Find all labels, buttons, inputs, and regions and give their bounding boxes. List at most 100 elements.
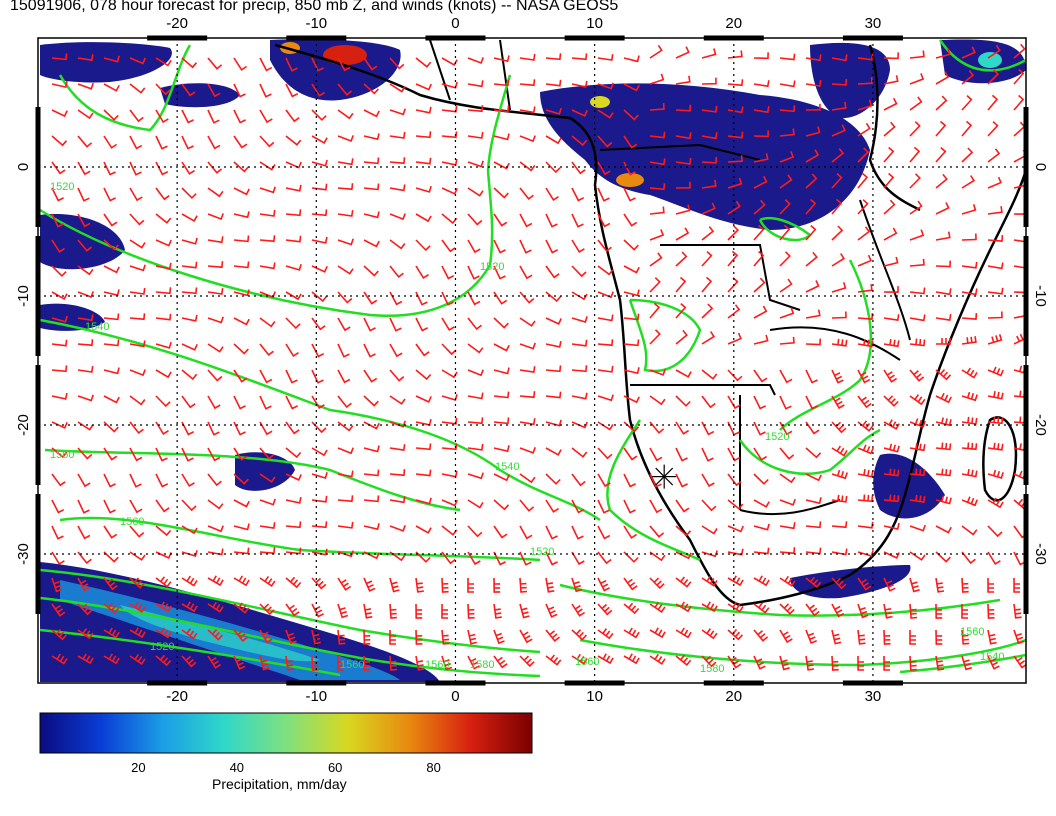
wind-barb <box>857 284 873 293</box>
wind-barb <box>883 172 895 189</box>
wind-barb <box>415 551 431 563</box>
wind-barb <box>77 213 91 228</box>
wind-barb <box>311 447 328 457</box>
wind-barb <box>129 473 142 488</box>
wind-barb <box>779 251 791 267</box>
colorbar-tick-label: 80 <box>426 760 441 775</box>
lon-label-top: -10 <box>305 15 327 32</box>
wind-barb <box>857 494 874 503</box>
wind-barb <box>753 369 768 383</box>
wind-barb <box>935 202 950 215</box>
wind-barb <box>753 277 766 293</box>
wind-barb <box>51 265 67 278</box>
wind-barb <box>883 577 896 592</box>
wind-barb <box>987 442 1004 451</box>
wind-barb <box>103 55 120 63</box>
wind-barb <box>207 395 221 410</box>
wind-barb <box>649 158 666 166</box>
wind-barb <box>389 630 396 645</box>
wind-barb <box>467 417 484 425</box>
wind-barb <box>545 265 560 279</box>
wind-barb <box>77 54 94 62</box>
wind-barb <box>493 291 508 305</box>
wind-barb <box>727 395 741 410</box>
wind-barb <box>233 161 249 173</box>
wind-barb <box>701 575 718 587</box>
wind-barb <box>363 265 379 277</box>
wind-barb <box>545 654 562 666</box>
wind-barb <box>961 261 978 269</box>
wind-barb <box>883 551 900 559</box>
wind-barb <box>961 469 978 478</box>
precip-region-horn <box>810 42 890 119</box>
wind-barb <box>493 239 506 254</box>
wind-barb <box>987 416 1004 425</box>
wind-barb <box>779 53 796 61</box>
lat-label-left: -10 <box>15 285 32 307</box>
lat-label-right: -30 <box>1032 543 1049 565</box>
wind-barb <box>571 80 588 88</box>
wind-barb <box>207 629 223 641</box>
wind-barb <box>675 75 691 85</box>
wind-barb <box>1013 629 1025 645</box>
wind-barb <box>311 343 325 358</box>
wind-barb <box>519 577 528 593</box>
wind-barb <box>233 395 246 410</box>
wind-barb <box>831 445 848 457</box>
wind-barb <box>467 603 475 619</box>
precip-core-ne <box>978 52 1002 68</box>
wind-barb <box>233 187 250 196</box>
wind-barb <box>467 317 482 331</box>
wind-barb <box>727 155 743 163</box>
wind-barb <box>259 498 276 506</box>
wind-barb <box>909 551 926 561</box>
wind-barb <box>363 133 380 141</box>
wind-barb <box>779 199 791 215</box>
wind-barb <box>155 109 169 124</box>
horn-coastline <box>868 44 921 212</box>
wind-barb <box>519 317 536 327</box>
wind-barb <box>909 494 926 504</box>
wind-barb <box>649 229 665 241</box>
wind-barb <box>51 392 68 400</box>
wind-barb <box>337 629 346 645</box>
wind-barb <box>207 447 221 462</box>
wind-barb <box>779 473 796 484</box>
wind-barb <box>675 473 688 488</box>
wind-barb <box>467 551 481 566</box>
wind-barb <box>415 655 425 671</box>
height-contour-15 <box>938 39 1026 72</box>
wind-barb <box>701 499 717 512</box>
wind-barb <box>181 499 197 512</box>
wind-barb <box>51 525 64 540</box>
wind-barb <box>441 317 455 331</box>
wind-barb <box>103 83 120 92</box>
wind-barb <box>779 522 796 530</box>
wind-barb <box>623 577 638 591</box>
wind-barb <box>597 365 614 373</box>
wind-barb <box>311 159 328 167</box>
wind-barb <box>701 601 718 613</box>
wind-barb <box>51 135 68 147</box>
wind-barb <box>597 447 613 460</box>
precip-region-gulf <box>270 39 401 101</box>
wind-barb <box>779 307 795 319</box>
wind-barb <box>701 369 718 380</box>
wind-barb <box>311 291 328 303</box>
wind-barb <box>207 525 224 533</box>
wind-barb <box>207 343 224 353</box>
wind-barb <box>181 161 195 175</box>
wind-barb <box>259 109 273 124</box>
wind-barb <box>857 147 870 163</box>
wind-barb <box>77 339 94 347</box>
wind-barb <box>363 57 378 71</box>
wind-barb <box>701 179 717 189</box>
wind-barb <box>727 304 741 319</box>
wind-barb <box>727 447 741 462</box>
wind-barb <box>1013 178 1026 189</box>
wind-barb <box>337 521 354 529</box>
height-contour-10 <box>899 653 1026 674</box>
wind-barb <box>961 313 978 320</box>
wind-barb <box>1013 94 1025 111</box>
